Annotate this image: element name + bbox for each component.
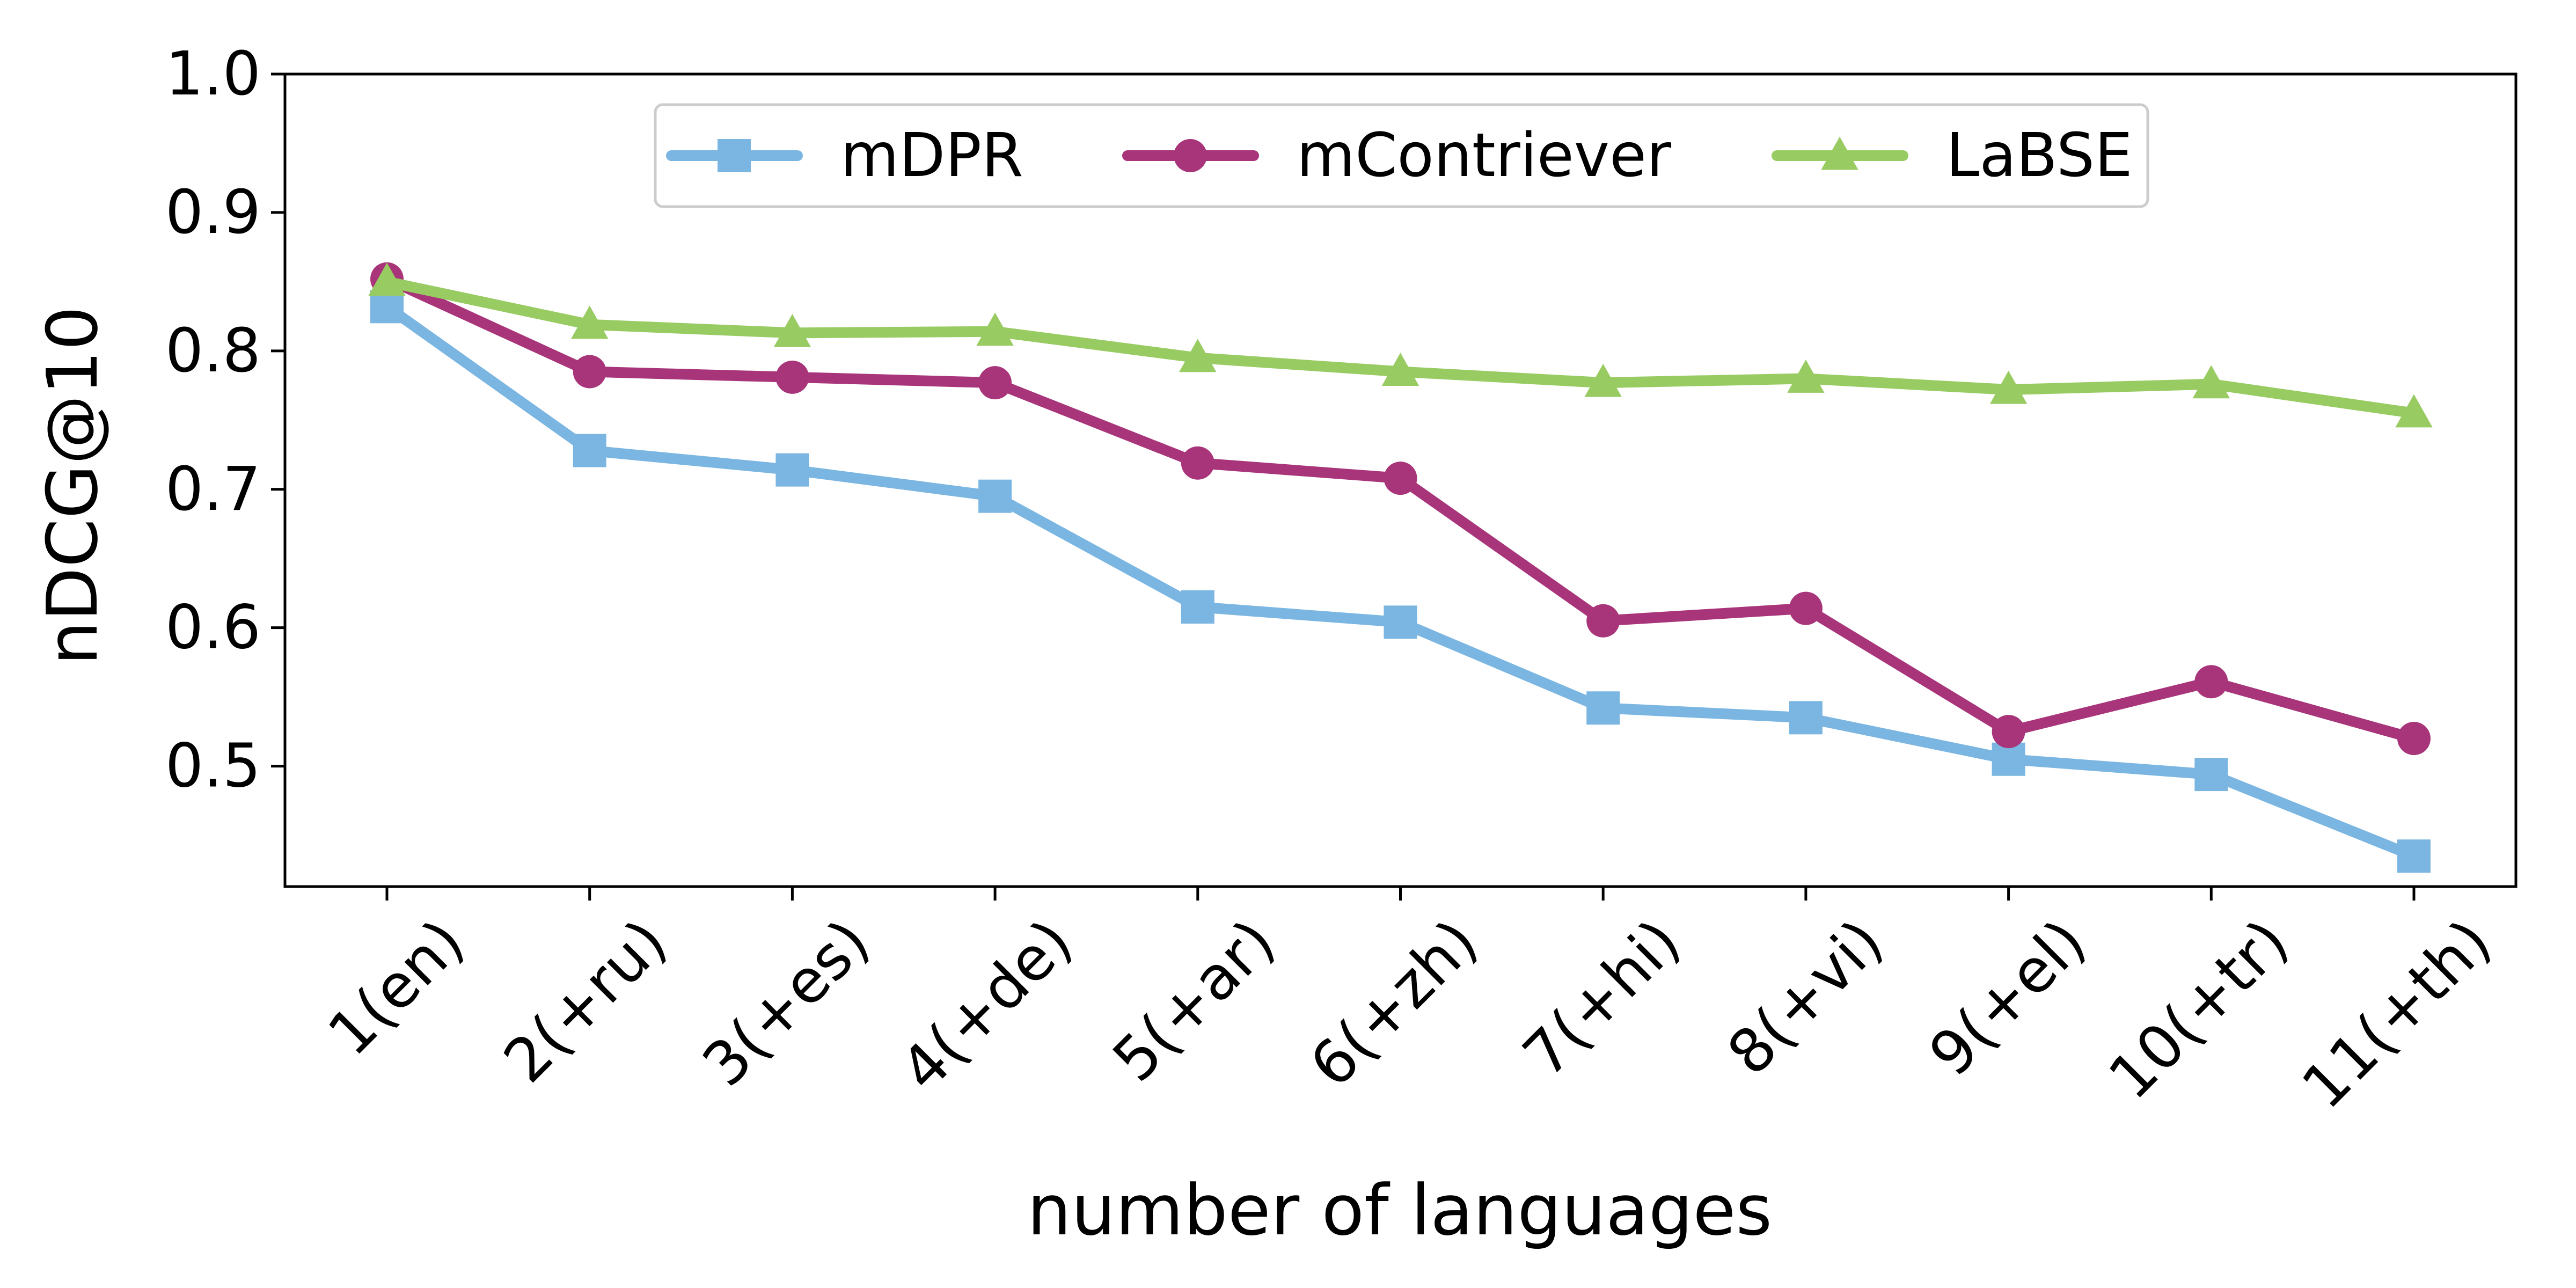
legend-label: mDPR xyxy=(840,121,1023,191)
data-point xyxy=(976,312,1014,346)
series-LaBSE xyxy=(368,262,2433,428)
legend: mDPR mContriever LaBSE xyxy=(654,103,2149,208)
data-point xyxy=(1992,715,2025,749)
data-point xyxy=(1381,353,1419,386)
data-point xyxy=(1384,462,1417,495)
x-axis-title: number of languages xyxy=(1027,1169,1772,1251)
data-point xyxy=(2192,365,2230,399)
data-point xyxy=(1586,691,1620,725)
x-tick-label: 9(+el) xyxy=(1916,906,2099,1089)
y-tick-label: 0.9 xyxy=(165,178,261,247)
data-point xyxy=(1584,363,1622,397)
x-tick-label: 3(+es) xyxy=(690,906,883,1100)
data-point xyxy=(573,434,606,467)
data-point xyxy=(1181,590,1214,624)
legend-item-mContriever: mContriever xyxy=(1122,121,1672,191)
x-tick-label: 11(+th) xyxy=(2289,906,2505,1122)
x-tick-label: 8(+vi) xyxy=(1715,906,1897,1088)
data-point xyxy=(2194,665,2228,699)
legend-item-mDPR: mDPR xyxy=(666,121,1023,191)
y-tick-label: 0.5 xyxy=(165,731,261,801)
data-point xyxy=(570,305,609,339)
legend-label: mContriever xyxy=(1297,121,1672,191)
data-point xyxy=(1179,339,1217,372)
data-point xyxy=(773,313,811,347)
legend-box xyxy=(654,103,2149,208)
series-mContriever xyxy=(370,262,2431,756)
data-point xyxy=(2397,722,2431,756)
data-point xyxy=(1586,604,1620,638)
data-point xyxy=(573,355,606,389)
data-point xyxy=(368,262,406,296)
data-point xyxy=(978,479,1012,513)
y-tick-label: 1.0 xyxy=(165,39,261,109)
series-line xyxy=(382,276,2419,419)
data-point xyxy=(2194,758,2228,792)
series-mDPR xyxy=(370,290,2431,873)
x-tick-label: 5(+ar) xyxy=(1100,906,1289,1095)
data-point xyxy=(978,366,1012,400)
data-point xyxy=(1787,360,1825,393)
legend-item-LaBSE: LaBSE xyxy=(1772,121,2133,191)
data-point xyxy=(2397,839,2431,873)
legend-label: LaBSE xyxy=(1946,121,2133,191)
series-line xyxy=(382,273,2419,744)
plot-area xyxy=(368,262,2433,873)
data-point xyxy=(1789,591,1823,625)
y-axis-title: nDCG@10 xyxy=(32,306,113,665)
data-point xyxy=(775,360,809,394)
legend-marker xyxy=(1174,139,1207,172)
y-tick-label: 0.8 xyxy=(165,316,261,386)
data-point xyxy=(1989,370,2028,404)
x-tick-label: 4(+de) xyxy=(888,906,1086,1104)
x-tick-label: 7(+hi) xyxy=(1510,906,1694,1091)
data-point xyxy=(1789,701,1823,735)
x-tick-label: 2(+ru) xyxy=(491,906,680,1096)
data-point xyxy=(1384,605,1417,639)
y-tick-label: 0.6 xyxy=(165,593,261,663)
data-point xyxy=(1181,446,1214,480)
x-tick-label: 6(+zh) xyxy=(1297,906,1491,1101)
data-point xyxy=(2395,394,2433,428)
y-tick-label: 0.7 xyxy=(165,455,261,524)
x-tick-label: 10(+tr) xyxy=(2096,906,2302,1113)
legend-marker xyxy=(1821,136,1858,170)
data-point xyxy=(775,453,809,487)
legend-marker xyxy=(718,139,751,172)
x-tick-label: 1(en) xyxy=(315,906,478,1069)
